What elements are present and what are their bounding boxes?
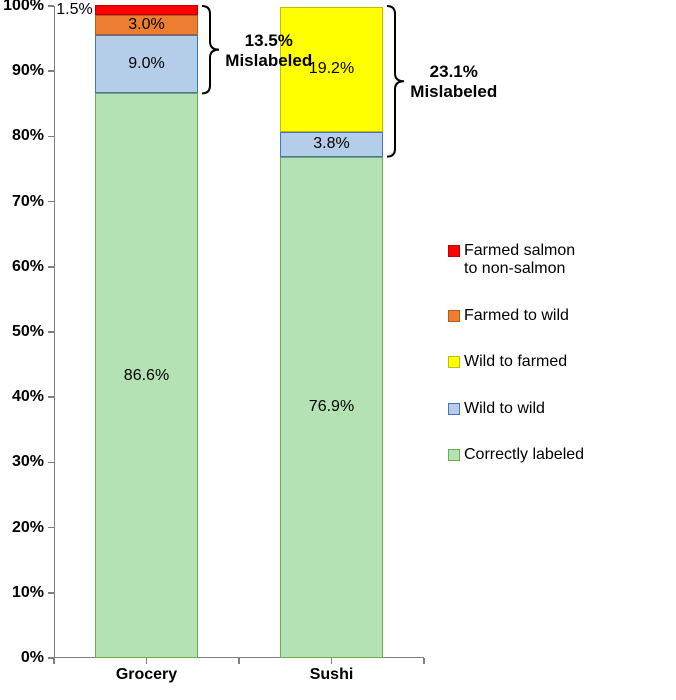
- legend-item-wild_to_wild: Wild to wild: [448, 400, 584, 418]
- segment-label: 3.8%: [280, 135, 384, 153]
- segment-label: 3.0%: [95, 16, 199, 34]
- legend-item-farmed_to_wild: Farmed to wild: [448, 307, 584, 325]
- y-axis-label: 40%: [0, 388, 44, 406]
- bar-grocery: 86.6% 9.0% 3.0%: [95, 6, 199, 658]
- mislabeled-annotation: 23.1%Mislabeled: [410, 62, 497, 102]
- legend-swatch: [448, 310, 460, 322]
- mislabeled-text: Mislabeled: [225, 51, 312, 71]
- y-tick: [48, 592, 54, 594]
- legend-swatch: [448, 403, 460, 415]
- legend-label: Wild to wild: [464, 400, 545, 418]
- legend-item-farmed_to_non: Farmed salmonto non-salmon: [448, 242, 584, 279]
- x-tick: [423, 658, 425, 664]
- y-tick: [48, 70, 54, 72]
- legend: Farmed salmonto non-salmon Farmed to wild…: [448, 242, 584, 492]
- legend-item-wild_to_farmed: Wild to farmed: [448, 353, 584, 371]
- y-tick: [48, 331, 54, 333]
- legend-swatch: [448, 449, 460, 461]
- y-axis-label: 60%: [0, 258, 44, 276]
- y-axis-label: 10%: [0, 584, 44, 602]
- legend-swatch: [448, 356, 460, 368]
- mislabeled-annotation: 13.5%Mislabeled: [225, 31, 312, 71]
- y-axis-label: 20%: [0, 519, 44, 537]
- mislabeled-pct: 23.1%: [410, 62, 497, 82]
- legend-label: Wild to farmed: [464, 353, 567, 371]
- segment-label: 76.9%: [280, 398, 384, 416]
- y-axis-label: 30%: [0, 453, 44, 471]
- legend-item-correctly_labeled: Correctly labeled: [448, 446, 584, 464]
- y-axis-label: 80%: [0, 127, 44, 145]
- mislabeled-pct: 13.5%: [225, 31, 312, 51]
- y-axis-label: 50%: [0, 323, 44, 341]
- bar-sushi: 76.9%3.8%19.2%: [280, 6, 384, 658]
- y-tick: [48, 396, 54, 398]
- x-tick: [238, 658, 240, 664]
- y-axis-label: 70%: [0, 193, 44, 211]
- legend-label: Farmed to wild: [464, 307, 569, 325]
- y-tick: [48, 5, 54, 7]
- segment-label: 9.0%: [95, 55, 199, 73]
- mislabeled-text: Mislabeled: [410, 82, 497, 102]
- y-axis-label: 90%: [0, 62, 44, 80]
- segment-label: 86.6%: [95, 367, 199, 385]
- x-axis-label: Grocery: [87, 666, 207, 684]
- segment-label: 1.5%: [56, 1, 92, 19]
- y-tick: [48, 201, 54, 203]
- y-tick: [48, 527, 54, 529]
- legend-label: Farmed salmonto non-salmon: [464, 242, 575, 279]
- y-axis-label: 0%: [0, 649, 44, 667]
- y-axis-label: 100%: [0, 0, 44, 15]
- x-tick: [331, 658, 333, 664]
- legend-swatch: [448, 245, 460, 257]
- y-tick: [48, 136, 54, 138]
- x-tick: [53, 658, 55, 664]
- salmon-mislabeling-chart: 0% 10% 20% 30% 40% 50% 60% 70% 80% 90% 100% Grocer…: [0, 0, 676, 700]
- segment-farmed_to_non: [95, 5, 199, 15]
- x-axis-label: Sushi: [272, 666, 392, 684]
- y-tick: [48, 462, 54, 464]
- x-tick: [146, 658, 148, 664]
- legend-label: Correctly labeled: [464, 446, 584, 464]
- y-tick: [48, 266, 54, 268]
